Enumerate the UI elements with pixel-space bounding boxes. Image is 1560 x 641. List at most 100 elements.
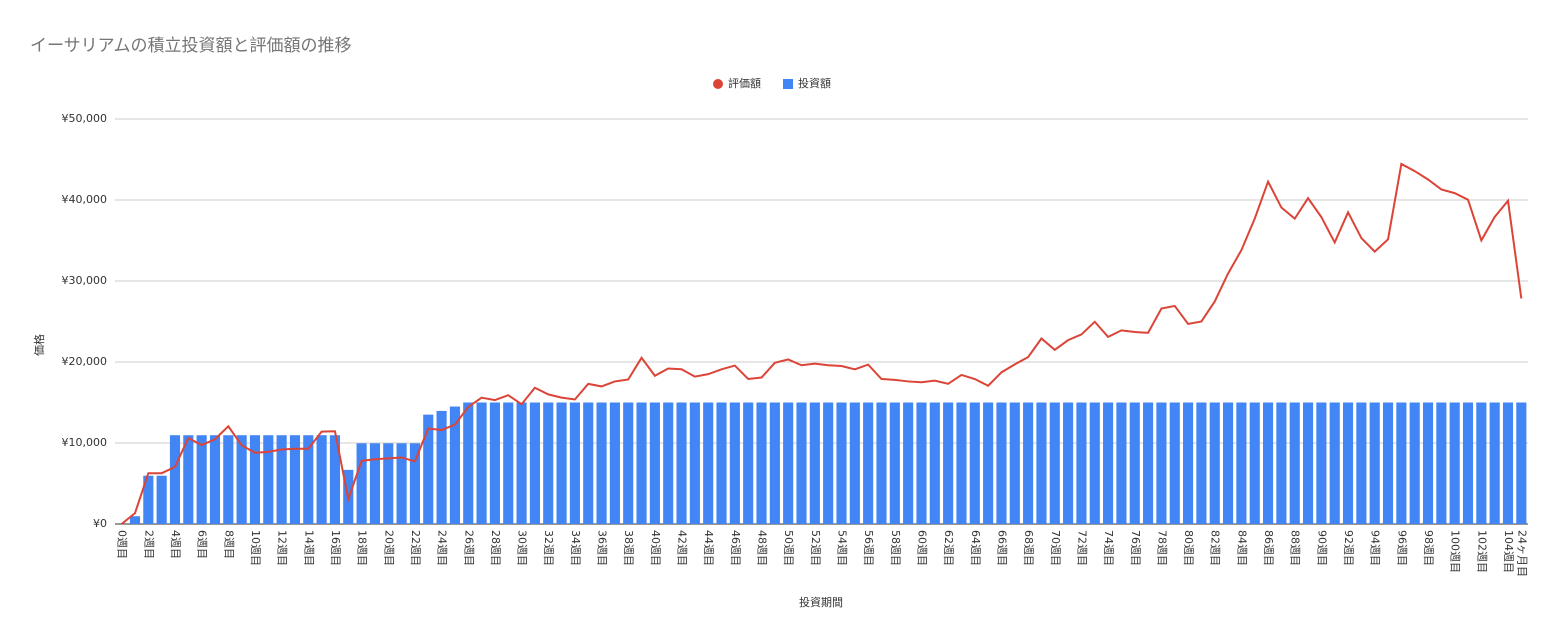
bar bbox=[996, 402, 1007, 524]
x-tick-label: 4週目 bbox=[169, 530, 182, 559]
bar bbox=[1156, 402, 1167, 524]
bar bbox=[636, 402, 647, 524]
legend-marker bbox=[713, 79, 723, 89]
bar bbox=[1076, 402, 1087, 524]
bar bbox=[1049, 402, 1060, 524]
y-tick-label: ¥10,000 bbox=[62, 436, 108, 449]
bar bbox=[1089, 402, 1100, 524]
bar bbox=[849, 402, 860, 524]
bar bbox=[769, 402, 780, 524]
bar bbox=[689, 402, 700, 524]
bar bbox=[236, 435, 247, 524]
x-tick-label: 8週目 bbox=[222, 530, 235, 559]
x-tick-label: 38週目 bbox=[622, 530, 635, 566]
x-tick-label: 34週目 bbox=[569, 530, 582, 566]
bar bbox=[836, 402, 847, 524]
bar bbox=[169, 435, 181, 524]
legend-marker bbox=[783, 79, 793, 89]
x-tick-label: 88週目 bbox=[1289, 530, 1302, 566]
bar bbox=[449, 406, 460, 524]
bar bbox=[1462, 402, 1474, 524]
x-tick-label: 30週目 bbox=[516, 530, 529, 566]
x-tick-label: 42週目 bbox=[676, 530, 689, 566]
bar bbox=[876, 402, 887, 524]
x-tick-label: 36週目 bbox=[596, 530, 609, 566]
bar bbox=[809, 402, 820, 524]
bar bbox=[369, 443, 381, 524]
x-tick-label: 2週目 bbox=[142, 530, 155, 559]
bar bbox=[969, 402, 980, 524]
bar bbox=[1063, 402, 1074, 524]
bar bbox=[743, 402, 754, 524]
bar bbox=[1489, 402, 1500, 524]
bar bbox=[409, 443, 420, 524]
x-tick-label: 96週目 bbox=[1395, 530, 1408, 566]
bar bbox=[783, 402, 794, 524]
bar bbox=[569, 402, 580, 524]
bar bbox=[1369, 402, 1380, 524]
legend-label: 評価額 bbox=[728, 76, 761, 90]
bar bbox=[249, 435, 261, 524]
bar bbox=[383, 443, 394, 524]
bar bbox=[129, 516, 141, 524]
bar bbox=[1169, 402, 1180, 524]
bar bbox=[889, 402, 900, 524]
bar bbox=[556, 402, 567, 524]
bar bbox=[503, 402, 514, 524]
x-tick-label: 44週目 bbox=[702, 530, 715, 566]
x-tick-label: 72週目 bbox=[1075, 530, 1088, 566]
bar bbox=[529, 402, 540, 524]
x-tick-label: 18週目 bbox=[356, 530, 369, 566]
bar bbox=[729, 402, 740, 524]
bar bbox=[396, 443, 407, 524]
bar bbox=[289, 435, 301, 524]
bar bbox=[1249, 402, 1260, 524]
bar bbox=[1023, 402, 1034, 524]
bar bbox=[1276, 402, 1287, 524]
x-tick-label: 104週目 bbox=[1502, 530, 1515, 573]
bar bbox=[1422, 402, 1434, 524]
bar bbox=[1502, 402, 1514, 524]
bar bbox=[583, 402, 594, 524]
bar bbox=[1289, 402, 1300, 524]
bar bbox=[436, 410, 447, 524]
bar bbox=[929, 402, 940, 524]
x-tick-label: 80週目 bbox=[1182, 530, 1195, 566]
x-tick-label: 46週目 bbox=[729, 530, 742, 566]
x-tick-label: 48週目 bbox=[756, 530, 769, 566]
x-tick-label: 90週目 bbox=[1315, 530, 1328, 566]
x-tick-label: 54週目 bbox=[835, 530, 848, 566]
y-tick-label: ¥40,000 bbox=[62, 193, 108, 206]
x-tick-label: 32週目 bbox=[542, 530, 555, 566]
bar bbox=[143, 475, 154, 524]
x-axis-title: 投資期間 bbox=[799, 595, 843, 609]
bar bbox=[463, 402, 474, 524]
bar bbox=[1009, 402, 1020, 524]
bar bbox=[1396, 402, 1407, 524]
x-tick-label: 52週目 bbox=[809, 530, 822, 566]
bar bbox=[156, 475, 167, 524]
bar bbox=[209, 435, 221, 524]
bar bbox=[663, 402, 674, 524]
bar bbox=[756, 402, 767, 524]
bar bbox=[1196, 402, 1207, 524]
x-tick-label: 58週目 bbox=[889, 530, 902, 566]
bar bbox=[1183, 402, 1194, 524]
bar bbox=[609, 402, 620, 524]
bar bbox=[223, 435, 234, 524]
x-tick-label: 78週目 bbox=[1155, 530, 1168, 566]
x-tick-label: 92週目 bbox=[1342, 530, 1355, 566]
x-tick-label: 24ヶ月目 bbox=[1515, 530, 1528, 577]
bar bbox=[623, 402, 634, 524]
x-tick-label: 14週目 bbox=[302, 530, 315, 566]
x-tick-label: 86週目 bbox=[1262, 530, 1275, 566]
bar bbox=[489, 402, 500, 524]
bar bbox=[1223, 402, 1234, 524]
bar bbox=[1316, 402, 1327, 524]
x-tick-label: 56週目 bbox=[862, 530, 875, 566]
x-tick-label: 82週目 bbox=[1209, 530, 1222, 566]
bar bbox=[1356, 402, 1367, 524]
bar bbox=[329, 435, 341, 524]
x-tick-label: 26週目 bbox=[462, 530, 475, 566]
